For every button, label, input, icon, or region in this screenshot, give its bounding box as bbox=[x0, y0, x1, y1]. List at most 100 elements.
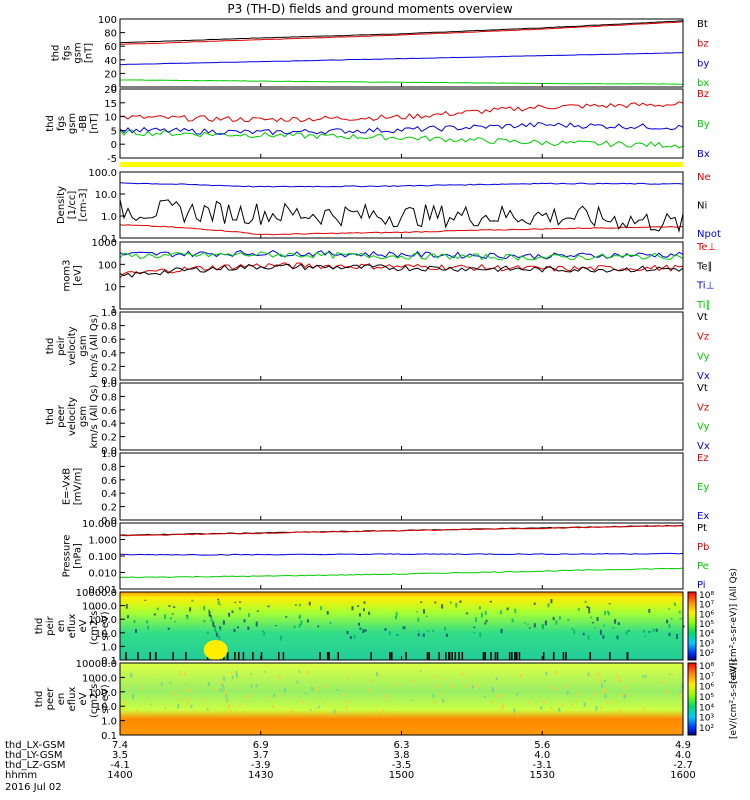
y-axis-label-line: peir bbox=[56, 335, 67, 355]
spectrogram-pixel bbox=[542, 652, 545, 660]
spectrogram-pixel bbox=[405, 652, 407, 660]
y-tick-label: 10.0 bbox=[95, 702, 117, 713]
spectrogram-pixel bbox=[260, 652, 263, 660]
colorbar-tick: 10³ bbox=[699, 714, 714, 724]
spectrogram-pixel bbox=[434, 601, 437, 604]
spectrogram-pixel bbox=[454, 652, 457, 660]
spectrogram-pixel bbox=[219, 688, 222, 692]
spectrogram-pixel bbox=[239, 704, 242, 707]
spectrogram-pixel bbox=[556, 670, 559, 675]
spectrogram-pixel bbox=[417, 617, 420, 622]
spectrogram-pixel bbox=[228, 612, 231, 617]
y-tick-label: 10.0 bbox=[95, 629, 117, 640]
spectrogram-pixel bbox=[211, 620, 214, 623]
spectrogram-pixel bbox=[664, 692, 667, 694]
y-axis-label: mom3[eV] bbox=[62, 260, 84, 292]
spectrogram-pixel bbox=[147, 625, 150, 630]
spectrogram-pixel bbox=[369, 689, 371, 692]
series-line-bz bbox=[120, 21, 684, 45]
y-tick-label: 5 bbox=[111, 126, 117, 137]
spectrogram-pixel bbox=[552, 652, 555, 660]
spectrogram-pixel bbox=[370, 679, 372, 682]
y-axis-label-line: gsm bbox=[73, 42, 84, 63]
spectrogram-pixel bbox=[445, 652, 447, 660]
spectrogram-pixel bbox=[448, 652, 451, 660]
colorbar-label: [eV/(cm²-s-sr-eV)] (All Qs) bbox=[729, 568, 739, 684]
y-axis-label-line: thd bbox=[45, 115, 56, 132]
y-axis-label-line: thd bbox=[34, 691, 45, 708]
spectrogram-pixel bbox=[190, 704, 193, 709]
spectrogram-pixel bbox=[359, 627, 362, 630]
footer-date: 2016 Jul 02 bbox=[5, 782, 62, 793]
spectrogram-pixel bbox=[160, 682, 163, 686]
spectrogram-pixel bbox=[296, 680, 299, 684]
footer-value: 1400 bbox=[107, 770, 132, 781]
y-tick-label: 0.4 bbox=[101, 349, 117, 360]
spectrogram-pixel bbox=[644, 635, 646, 637]
spectrogram-pixel bbox=[370, 652, 372, 660]
panel-frame bbox=[119, 382, 684, 451]
spectrogram-pixel bbox=[171, 613, 174, 615]
spectrogram-pixel bbox=[530, 691, 533, 695]
spectrogram-pixel bbox=[607, 612, 610, 616]
spectrogram-pixel bbox=[125, 604, 128, 609]
spectrogram-pixel bbox=[587, 672, 590, 677]
panel-temperature: Te⊥ Te∥ Ti⊥ Ti∥ 1000 100 10 1 mom3[eV] bbox=[62, 238, 717, 316]
y-axis-label-line: [cm-3] bbox=[78, 188, 89, 221]
legend-Ne: Ne bbox=[697, 172, 711, 183]
spectrogram-pixel bbox=[597, 672, 600, 677]
legend-bz: bz bbox=[697, 39, 709, 50]
spectrogram-pixel bbox=[222, 620, 225, 625]
y-axis-label: thdfgsgsm-BB[nT] bbox=[45, 113, 100, 134]
y-axis-label-line: [mV/m] bbox=[73, 468, 84, 506]
colorbar-tick: 10⁸ bbox=[699, 662, 714, 672]
y-tick-label: 1.0 bbox=[101, 212, 117, 223]
spectrogram-pixel bbox=[427, 630, 430, 633]
spectrogram-pixel bbox=[566, 691, 569, 695]
spectrogram-pixel bbox=[495, 677, 498, 680]
spectrogram-pixel bbox=[250, 673, 252, 675]
spectrogram-pixel bbox=[264, 696, 267, 699]
spectrogram-pixel bbox=[298, 614, 301, 618]
spectrogram-pixel bbox=[417, 630, 420, 632]
spectrogram-pixel bbox=[283, 688, 286, 693]
spectrogram-pixel bbox=[586, 606, 589, 608]
y-tick-label: 0 bbox=[111, 83, 117, 94]
panel-peer-velocity: VtVzVyVx1.00.80.60.40.20.0thdpeervelocit… bbox=[45, 379, 710, 457]
footer-value: 1500 bbox=[389, 770, 414, 781]
y-axis-label-line: E=-VxB bbox=[62, 468, 73, 505]
y-axis-label: thdpeirvelocitygsmkm/s (All Qs) bbox=[45, 314, 100, 378]
spectrogram-pixel bbox=[508, 652, 511, 660]
spectrogram-pixel bbox=[573, 629, 576, 634]
spectrogram-pixel bbox=[434, 675, 436, 679]
spectrogram-pixel bbox=[121, 708, 124, 711]
spectrogram-pixel bbox=[603, 624, 606, 627]
y-tick-label: 1000.0 bbox=[82, 673, 117, 684]
spectrogram-pixel bbox=[333, 709, 336, 714]
spectrogram-pixel bbox=[133, 620, 136, 623]
spectrogram-pixel bbox=[571, 704, 574, 707]
spectrogram-pixel bbox=[375, 696, 378, 698]
spectrogram-pixel bbox=[319, 652, 321, 660]
y-tick-label: 100 bbox=[98, 15, 117, 26]
legend-Pb: Pb bbox=[697, 542, 709, 553]
spectrogram-pixel bbox=[252, 652, 254, 660]
spectrogram-pixel bbox=[173, 690, 176, 695]
spectrogram-pixel bbox=[169, 681, 172, 684]
spectrogram-pixel bbox=[668, 608, 671, 610]
spectrogram-pixel bbox=[461, 652, 464, 660]
spectrogram-pixel bbox=[124, 701, 126, 706]
y-tick-label: 10000.0 bbox=[76, 588, 117, 599]
series-line-Pt bbox=[119, 524, 684, 536]
spectrogram-pixel bbox=[343, 694, 346, 696]
spectrogram-pixel bbox=[511, 652, 513, 660]
spectrogram-pixel bbox=[242, 676, 245, 678]
spectrogram-pixel bbox=[136, 709, 139, 714]
spectrogram-pixel bbox=[607, 611, 609, 614]
spectrogram-pixel bbox=[278, 652, 280, 660]
spectrogram-pixel bbox=[480, 612, 483, 618]
spectrogram-pixel bbox=[391, 652, 393, 660]
spectrogram-pixel bbox=[471, 685, 474, 689]
y-axis-label-line: sr-eV) bbox=[100, 611, 111, 640]
